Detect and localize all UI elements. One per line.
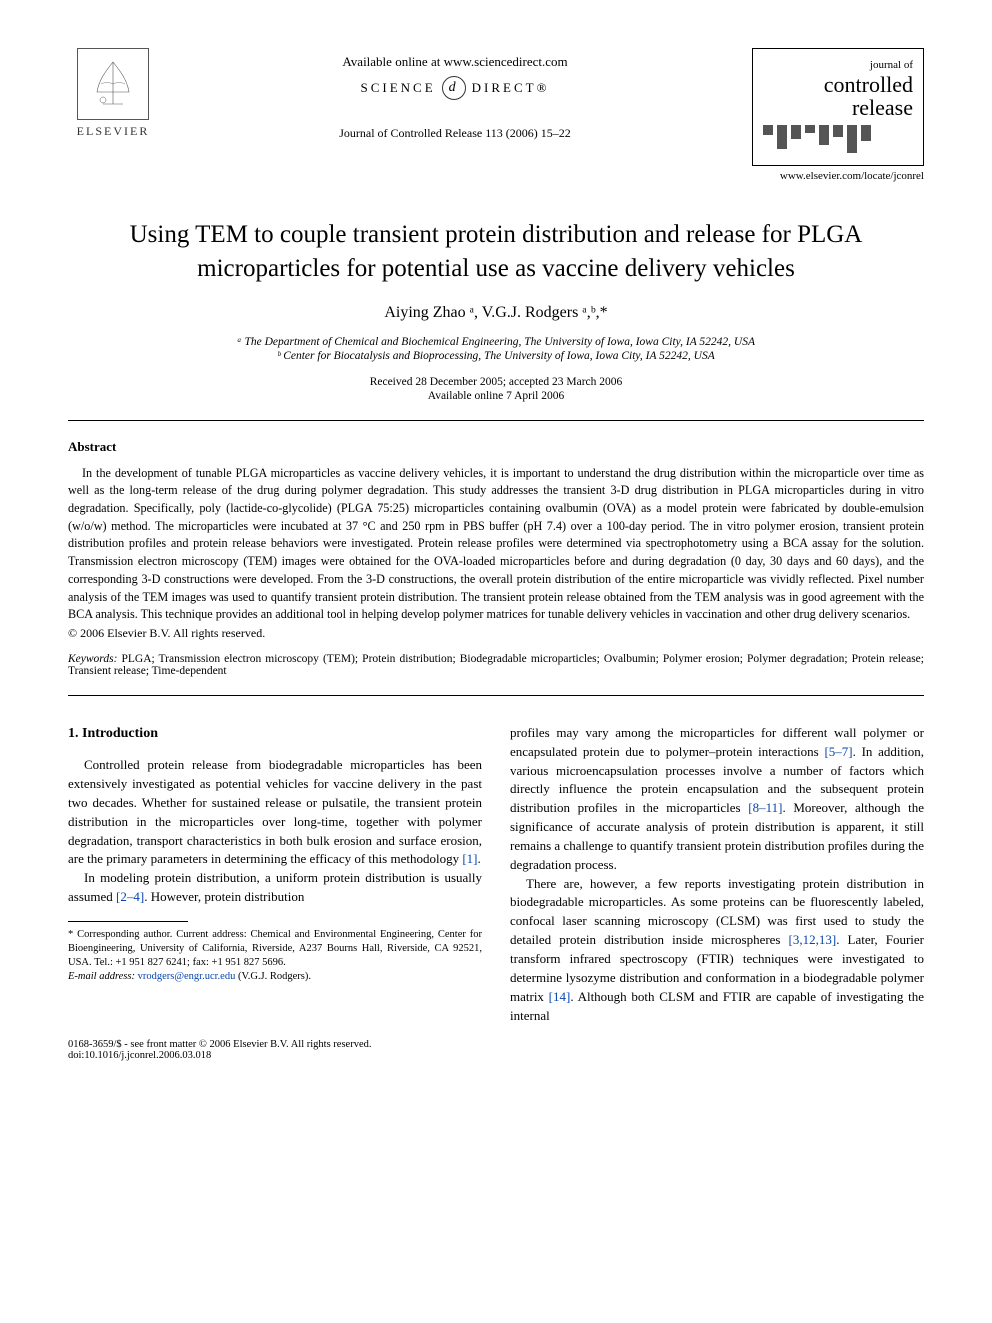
section-1-heading: 1. Introduction [68, 724, 482, 744]
right-para-2: There are, however, a few reports invest… [510, 875, 924, 1026]
journal-box-small: journal of [763, 59, 913, 71]
two-column-body: 1. Introduction Controlled protein relea… [68, 724, 924, 1026]
affiliation-a: ᵃ The Department of Chemical and Biochem… [68, 336, 924, 348]
lp1b: . [478, 851, 481, 866]
journal-box-wrapper: journal of controlled release www.elsevi… [752, 48, 924, 182]
ref-link-14[interactable]: [14] [549, 989, 571, 1004]
keywords-label: Keywords: [68, 653, 117, 665]
elsevier-tree-icon [77, 48, 149, 120]
rule-top [68, 420, 924, 421]
email-footnote: E-mail address: vrodgers@engr.ucr.edu (V… [68, 970, 482, 984]
ref-link-2-4[interactable]: [2–4] [116, 889, 144, 904]
left-para-1: Controlled protein release from biodegra… [68, 756, 482, 869]
journal-box-title: controlled release [763, 73, 913, 119]
ref-link-3-12-13[interactable]: [3,12,13] [789, 932, 837, 947]
keywords-block: Keywords: PLGA; Transmission electron mi… [68, 653, 924, 677]
footer-doi: doi:10.1016/j.jconrel.2006.03.018 [68, 1050, 924, 1061]
date-received: Received 28 December 2005; accepted 23 M… [68, 376, 924, 388]
left-para-2: In modeling protein distribution, a unif… [68, 869, 482, 907]
sd-glyph-icon: d [442, 76, 466, 100]
abstract-text: In the development of tunable PLGA micro… [68, 465, 924, 624]
article-title: Using TEM to couple transient protein di… [88, 218, 904, 286]
ref-link-5-7[interactable]: [5–7] [824, 744, 852, 759]
email-tail: (V.G.J. Rodgers). [235, 971, 311, 982]
corresponding-author-footnote: * Corresponding author. Current address:… [68, 928, 482, 971]
abstract-body: In the development of tunable PLGA micro… [68, 465, 924, 624]
center-header: Available online at www.sciencedirect.co… [158, 48, 752, 141]
footer-line-1: 0168-3659/$ - see front matter © 2006 El… [68, 1039, 924, 1050]
affiliation-b: ᵇ Center for Biocatalysis and Bioprocess… [68, 350, 924, 362]
publisher-logo-block: ELSEVIER [68, 48, 158, 139]
journal-box-bars-icon [763, 125, 913, 155]
lp1a: Controlled protein release from biodegra… [68, 757, 482, 866]
journal-cover-box: journal of controlled release [752, 48, 924, 166]
right-para-1: profiles may vary among the microparticl… [510, 724, 924, 875]
rp2c: . Although both CLSM and FTIR are capabl… [510, 989, 924, 1023]
ref-link-8-11[interactable]: [8–11] [748, 800, 782, 815]
abstract-heading: Abstract [68, 439, 924, 455]
authors-line: Aiying Zhao ᵃ, V.G.J. Rodgers ᵃ,ᵇ,* [68, 304, 924, 322]
journal-reference: Journal of Controlled Release 113 (2006)… [158, 126, 752, 141]
email-label: E-mail address: [68, 971, 135, 982]
date-online: Available online 7 April 2006 [68, 390, 924, 402]
journal-url[interactable]: www.elsevier.com/locate/jconrel [752, 170, 924, 182]
publisher-name: ELSEVIER [77, 124, 150, 139]
page-container: ELSEVIER Available online at www.science… [0, 0, 992, 1101]
keywords-text: PLGA; Transmission electron microscopy (… [68, 653, 924, 677]
right-column: profiles may vary among the microparticl… [510, 724, 924, 1026]
rule-bottom [68, 695, 924, 696]
left-column: 1. Introduction Controlled protein relea… [68, 724, 482, 1026]
sd-left: SCIENCE [361, 80, 436, 96]
header-row: ELSEVIER Available online at www.science… [68, 48, 924, 182]
ref-link-1[interactable]: [1] [462, 851, 477, 866]
available-online-text: Available online at www.sciencedirect.co… [158, 54, 752, 70]
sd-right: DIRECT® [472, 80, 550, 96]
lp2b: . However, protein distribution [144, 889, 304, 904]
abstract-copyright: © 2006 Elsevier B.V. All rights reserved… [68, 626, 924, 641]
science-direct-logo: SCIENCE d DIRECT® [361, 76, 550, 100]
email-link[interactable]: vrodgers@engr.ucr.edu [138, 971, 236, 982]
footnote-separator [68, 921, 188, 922]
